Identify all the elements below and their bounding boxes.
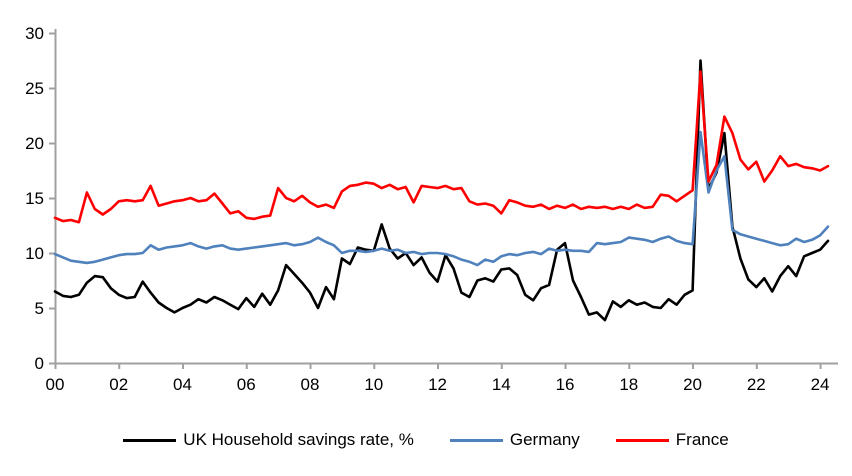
- uk-legend-label: UK Household savings rate, %: [183, 430, 414, 449]
- france-legend-label: France: [675, 430, 729, 449]
- x-tick-label: 12: [428, 375, 447, 394]
- x-tick-label: 18: [619, 375, 638, 394]
- x-tick-label: 00: [46, 375, 65, 394]
- x-tick-label: 14: [492, 375, 511, 394]
- germany-line-swatch: [449, 438, 503, 442]
- line-chart-plot-area: 0 5 10 15 20 25 30 00 02 04 06 08 10 12 14 16 18 20 22 24: [25, 24, 838, 394]
- series-line-1: [53, 130, 830, 267]
- x-tick-label: 08: [301, 375, 320, 394]
- legend-item-uk: UK Household savings rate, %: [123, 430, 414, 450]
- france-line-swatch: [615, 438, 669, 442]
- x-tick-label: 10: [364, 375, 383, 394]
- x-tick-label: 22: [747, 375, 766, 394]
- y-tick-label: 20: [25, 134, 44, 153]
- series-line-0: [53, 59, 830, 322]
- germany-legend-label: Germany: [509, 430, 580, 449]
- legend: UK Household savings rate, % Germany Fra…: [0, 430, 852, 450]
- series-line-2: [53, 70, 830, 224]
- x-tick-label: 02: [109, 375, 128, 394]
- y-tick-label: 5: [35, 299, 44, 318]
- y-tick-label: 15: [25, 189, 44, 208]
- x-tick-label: 20: [683, 375, 702, 394]
- y-tick-label: 10: [25, 244, 44, 263]
- x-tick-label: 24: [811, 375, 830, 394]
- y-tick-label: 25: [25, 79, 44, 98]
- x-tick-label: 16: [556, 375, 575, 394]
- legend-item-germany: Germany: [449, 430, 580, 450]
- x-tick-label: 04: [173, 375, 192, 394]
- y-tick-label: 30: [25, 24, 44, 43]
- y-tick-label: 0: [35, 354, 44, 373]
- x-tick-label: 06: [237, 375, 256, 394]
- legend-item-france: France: [615, 430, 729, 450]
- uk-line-swatch: [123, 438, 177, 442]
